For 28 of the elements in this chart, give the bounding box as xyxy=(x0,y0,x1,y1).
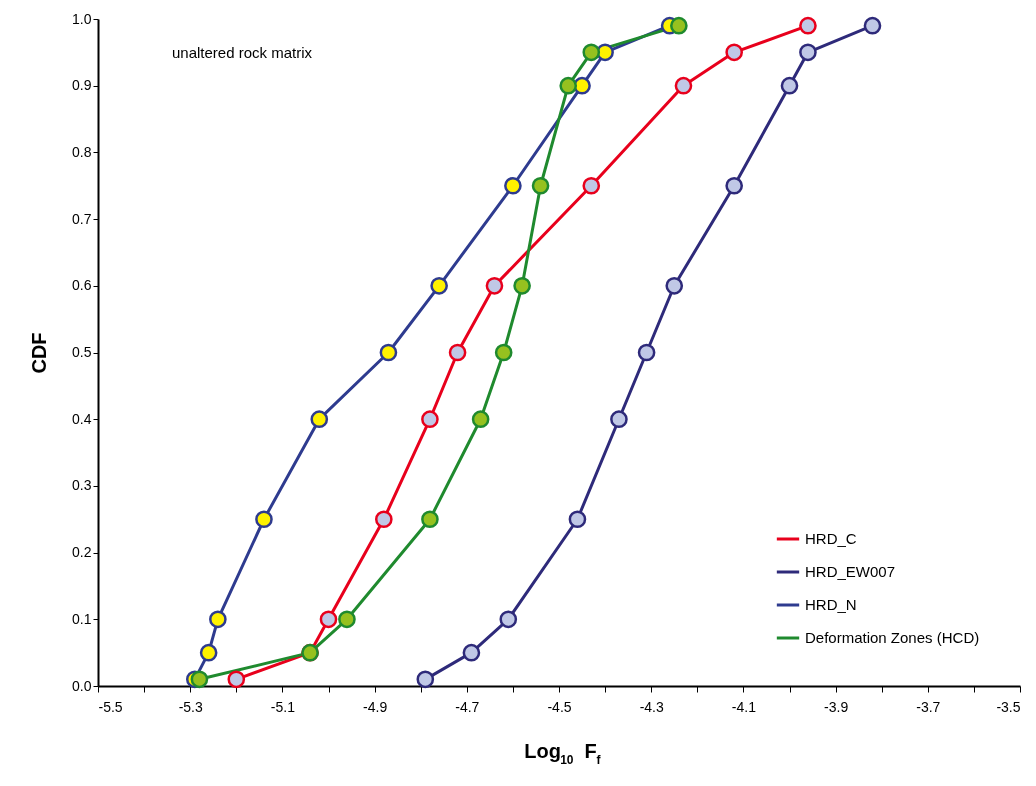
x-tick-label: -4.3 xyxy=(639,698,664,715)
y-tick-label: 0.3 xyxy=(72,477,92,494)
x-tick-label: -5.3 xyxy=(178,698,203,715)
y-tick-label: 0.5 xyxy=(72,344,92,360)
y-tick-label: 0.0 xyxy=(72,677,92,694)
y-tick-label: 0.6 xyxy=(72,277,92,294)
legend-label: HRD_N xyxy=(805,596,857,613)
y-tick-label: 0.1 xyxy=(72,610,92,627)
y-tick-label: 1.0 xyxy=(72,10,92,27)
x-tick-label: -4.5 xyxy=(547,698,572,715)
x-tick-label: -3.9 xyxy=(824,698,849,715)
y-axis-title: CDF xyxy=(28,332,51,374)
legend-label: Deformation Zones (HCD) xyxy=(805,629,980,646)
y-tick-label: 0.8 xyxy=(72,143,92,160)
x-tick-label: -3.5 xyxy=(996,698,1021,715)
x-tick-label: -3.7 xyxy=(916,698,941,715)
x-tick-label: -4.7 xyxy=(455,698,480,715)
x-tick-label: -5.1 xyxy=(270,698,296,715)
legend-label: HRD_C xyxy=(805,530,857,547)
y-tick-label: 0.9 xyxy=(72,77,92,94)
annotation: unaltered rock matrix xyxy=(172,44,313,61)
y-tick-label: 0.2 xyxy=(72,544,92,561)
x-tick-label: -4.1 xyxy=(731,698,757,715)
legend-label: HRD_EW007 xyxy=(805,563,896,580)
y-tick-label: 0.7 xyxy=(72,210,92,227)
y-tick-label: 0.4 xyxy=(72,410,92,427)
x-tick-label: -4.9 xyxy=(363,698,388,715)
x-tick-label: -5.5 xyxy=(98,698,123,715)
